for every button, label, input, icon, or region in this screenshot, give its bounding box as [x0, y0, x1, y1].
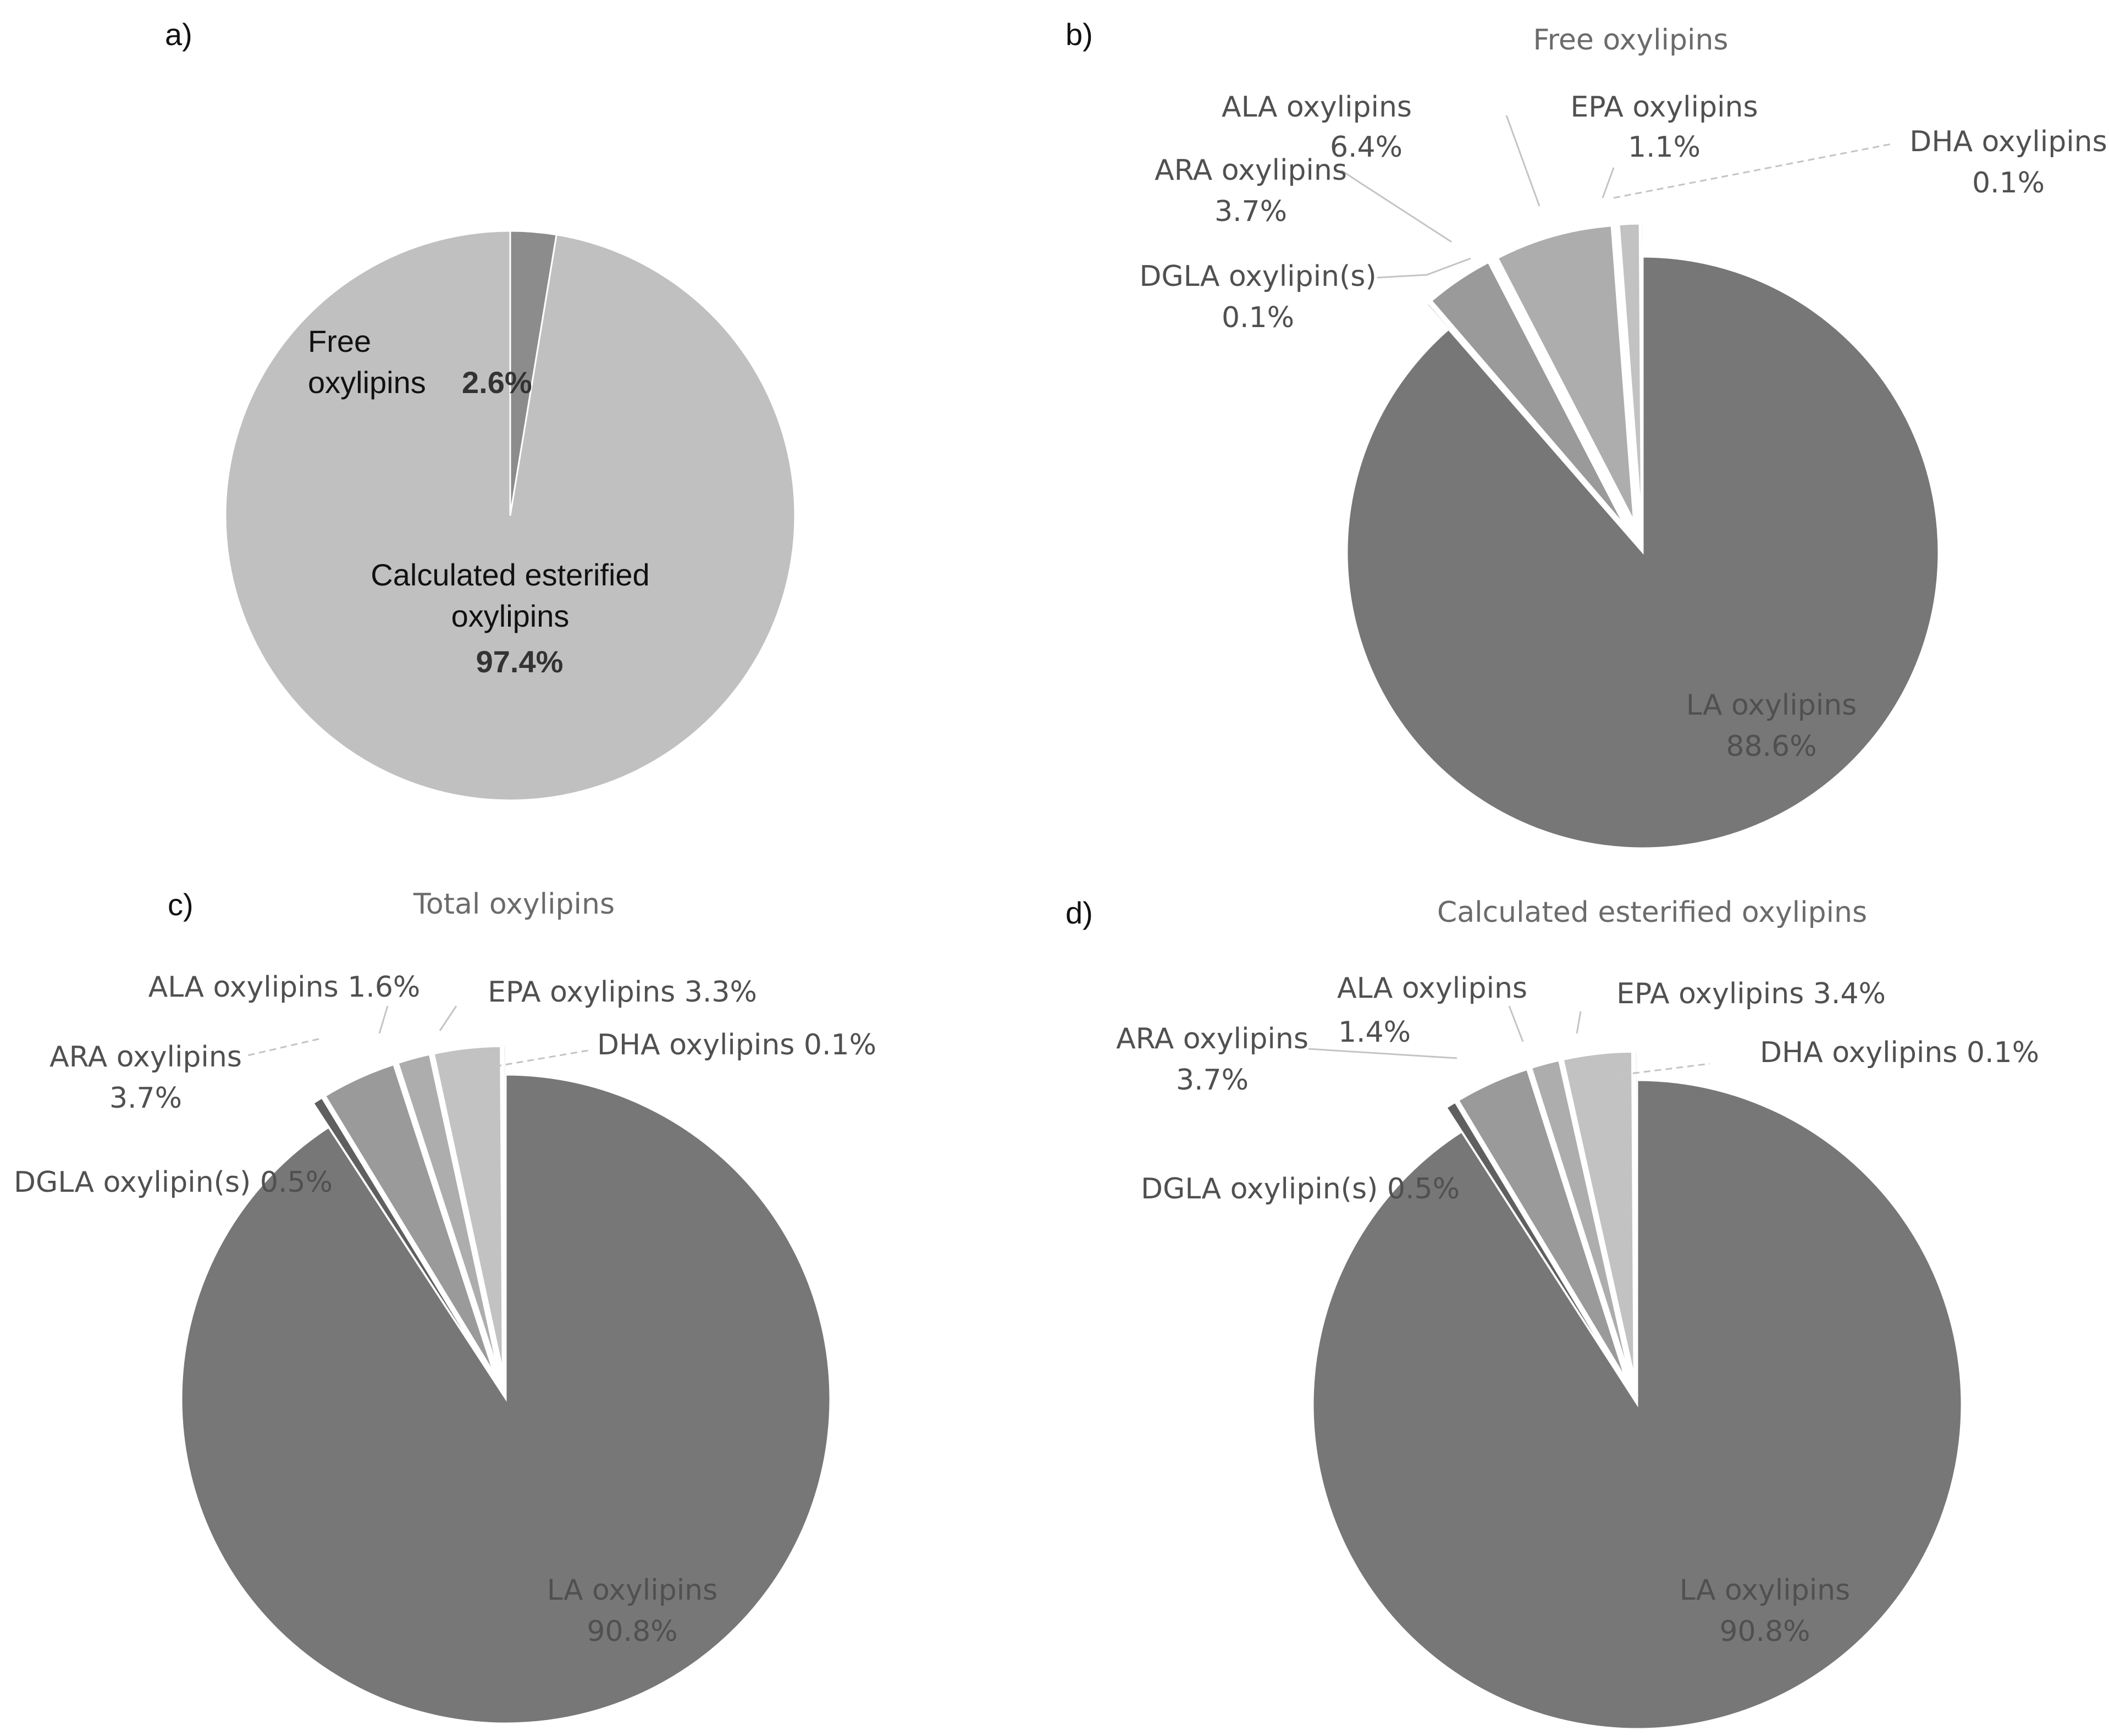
panel-d-label-la: LA oxylipins — [1680, 1574, 1850, 1607]
panel-b-letter: b) — [1065, 17, 1093, 52]
panel-b-leader-ala — [1505, 115, 1541, 207]
panel-b: b) Free oxylipins ALA oxylipins 6.4% EPA… — [1065, 17, 2107, 849]
panel-a-label-esterified-value: 97.4% — [476, 644, 564, 679]
panel-c-leader-ala — [378, 1005, 389, 1034]
panel-b-label-epa: EPA oxylipins — [1570, 91, 1758, 124]
panel-b-title: Free oxylipins — [1533, 24, 1728, 57]
panel-a-label-esterified-line1: Calculated esterified — [371, 557, 649, 592]
panel-c-label-la: LA oxylipins — [547, 1574, 717, 1607]
panel-d-pie — [1312, 1051, 1963, 1730]
panel-d: d) Calculated esterified oxylipins ALA o… — [1065, 895, 2039, 1730]
panel-b-label-dgla: DGLA oxylipin(s) — [1139, 260, 1376, 293]
pie-slice-calculated-esterified-oxylipins — [224, 230, 796, 801]
panel-c-label-dha: DHA oxylipins 0.1% — [597, 1029, 876, 1061]
panel-b-pie — [1346, 223, 1940, 849]
panel-d-label-ala: ALA oxylipins — [1337, 972, 1527, 1005]
panel-c-label-epa: EPA oxylipins 3.3% — [488, 976, 757, 1009]
panel-d-label-dgla: DGLA oxylipin(s) 0.5% — [1141, 1173, 1460, 1206]
panel-d-leader-ara — [1308, 1048, 1457, 1059]
panel-d-value-ara: 3.7% — [1176, 1064, 1249, 1097]
pie-slice-ara-oxylipins — [1430, 261, 1625, 526]
panel-c-title: Total oxylipins — [413, 888, 615, 921]
panel-c-leader-dha — [494, 1049, 592, 1068]
pie-slice-dgla-oxylipin-s — [1426, 302, 1622, 528]
panel-c: c) Total oxylipins ALA oxylipins 1.6% EP… — [14, 887, 876, 1724]
panel-c-value-ara: 3.7% — [109, 1082, 182, 1115]
panel-b-value-ara: 3.7% — [1214, 195, 1287, 228]
pie-slice-ala-oxylipins — [397, 1053, 499, 1372]
pie-slice-dgla-oxylipin-s — [312, 1096, 492, 1375]
panel-d-letter: d) — [1065, 895, 1093, 930]
panel-c-letter: c) — [168, 887, 194, 922]
panel-d-leader-epa — [1576, 1011, 1582, 1034]
panel-c-leader-ara — [247, 1038, 319, 1057]
panel-b-value-epa: 1.1% — [1628, 131, 1701, 164]
panel-c-leader-epa — [439, 1005, 457, 1031]
panel-c-leaders — [247, 1005, 592, 1068]
panel-c-label-ara: ARA oxylipins — [49, 1041, 242, 1074]
panel-d-label-dha: DHA oxylipins 0.1% — [1760, 1036, 2039, 1069]
pie-slice-dha-oxylipins — [1639, 223, 1644, 520]
panel-a: a) Free oxylipins 2.6% Calculated esteri… — [165, 17, 796, 801]
panel-b-label-dha: DHA oxylipins — [1909, 125, 2107, 158]
pie-slice-la-oxylipins — [1346, 256, 1940, 849]
panel-a-label-free-line1: Free — [308, 324, 371, 358]
panel-b-label-la: LA oxylipins — [1686, 689, 1857, 722]
pie-slice-la-oxylipins — [1312, 1079, 1963, 1730]
panel-d-title: Calculated esterified oxylipins — [1437, 896, 1867, 929]
panel-b-leader-epa — [1602, 167, 1615, 198]
panel-d-leaders — [1308, 1005, 1710, 1076]
panel-b-leader-ara — [1341, 169, 1452, 243]
panel-d-value-ala: 1.4% — [1338, 1016, 1411, 1049]
panel-a-label-esterified-line2: oxylipins — [451, 599, 570, 633]
pie-slice-epa-oxylipins — [433, 1045, 504, 1371]
panel-b-value-dha: 0.1% — [1972, 167, 2045, 200]
panel-b-label-ala: ALA oxylipins — [1222, 91, 1412, 124]
pie-slice-ala-oxylipins — [1497, 225, 1635, 521]
panel-c-label-dgla: DGLA oxylipin(s) 0.5% — [14, 1166, 333, 1199]
pie-slice-dha-oxylipins — [1634, 1051, 1638, 1376]
panel-d-leader-dha — [1621, 1063, 1710, 1076]
pie-slice-epa-oxylipins — [1562, 1051, 1635, 1376]
panel-a-label-free-line2: oxylipins — [308, 365, 426, 400]
pie-slice-ara-oxylipins — [324, 1063, 495, 1374]
pie-slice-dha-oxylipins — [503, 1045, 507, 1371]
panel-a-label-free-value: 2.6% — [462, 365, 532, 400]
pie-slice-ala-oxylipins — [1530, 1059, 1631, 1378]
panel-d-leader-ala — [1508, 1005, 1524, 1042]
panel-b-leaders — [1341, 115, 1892, 279]
panel-a-pie — [224, 230, 796, 801]
pie-slice-ara-oxylipins — [1457, 1068, 1627, 1379]
panel-d-value-la: 90.8% — [1719, 1615, 1810, 1648]
panel-c-label-ala: ALA oxylipins 1.6% — [148, 971, 421, 1004]
panel-b-leader-dgla — [1377, 257, 1471, 279]
pie-slice-epa-oxylipins — [1618, 223, 1643, 520]
panel-b-value-la: 88.6% — [1726, 730, 1817, 763]
panel-a-letter: a) — [165, 17, 192, 52]
panel-d-label-ara: ARA oxylipins — [1116, 1022, 1309, 1055]
panel-b-label-ara: ARA oxylipins — [1155, 154, 1347, 187]
panel-b-leader-dha — [1613, 143, 1892, 199]
panel-c-value-la: 90.8% — [587, 1615, 677, 1648]
panel-b-value-dgla: 0.1% — [1222, 301, 1294, 334]
panel-d-label-epa: EPA oxylipins 3.4% — [1616, 977, 1886, 1010]
panel-b-value-ala: 6.4% — [1330, 131, 1403, 164]
pie-slice-la-oxylipins — [180, 1074, 831, 1724]
pie-slice-dgla-oxylipin-s — [1445, 1101, 1623, 1381]
panel-c-pie — [180, 1045, 831, 1724]
